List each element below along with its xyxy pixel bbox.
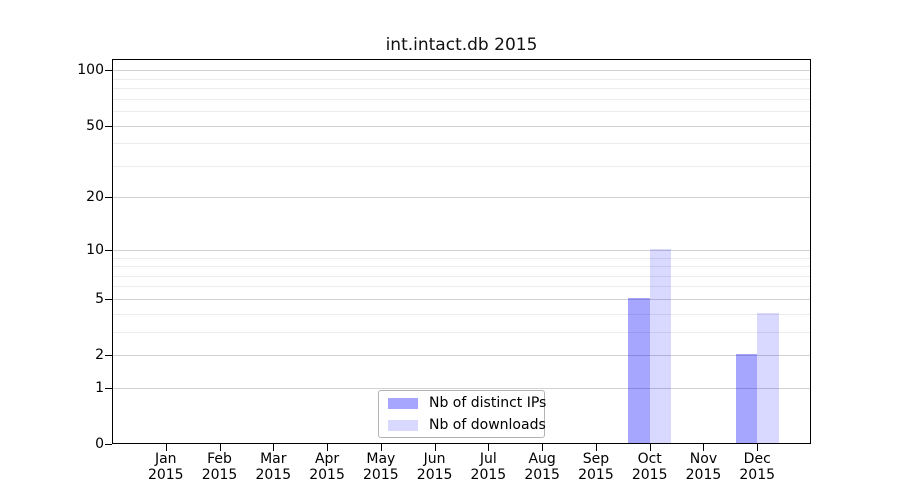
x-tick-mark <box>273 444 275 451</box>
y-tick-mark <box>105 197 112 199</box>
bar-nb-of-distinct-ips-dec <box>735 354 758 443</box>
x-tick-label: Sep 2015 <box>578 451 614 483</box>
minor-gridline <box>113 98 810 100</box>
y-tick-mark <box>105 444 112 445</box>
minor-gridline <box>113 165 810 167</box>
x-tick-label: Apr 2015 <box>309 451 345 483</box>
y-tick-mark <box>105 125 112 127</box>
x-tick-label: Oct 2015 <box>631 451 668 483</box>
x-tick-label: May 2015 <box>363 451 399 483</box>
legend-entry-downloads: Nb of downloads <box>388 417 546 433</box>
major-gridline <box>113 70 810 72</box>
minor-gridline <box>113 286 810 288</box>
major-gridline <box>113 249 810 251</box>
x-tick-label: Jan 2015 <box>147 451 184 483</box>
y-tick-label: 0 <box>95 436 104 452</box>
x-tick-mark <box>595 444 597 451</box>
minor-gridline <box>113 275 810 277</box>
minor-gridline <box>113 331 810 333</box>
legend: Nb of distinct IPs Nb of downloads <box>378 390 546 438</box>
minor-gridline <box>113 313 810 315</box>
x-tick-mark <box>380 444 382 451</box>
x-tick-mark <box>488 444 490 451</box>
x-tick-label: Jul 2015 <box>470 451 507 483</box>
y-tick-label: 100 <box>77 62 104 79</box>
y-tick-mark <box>105 249 112 251</box>
minor-gridline <box>113 266 810 268</box>
x-tick-label: Feb 2015 <box>201 451 238 483</box>
x-tick-mark <box>434 444 436 451</box>
chart-title: int.intact.db 2015 <box>385 35 538 55</box>
y-tick-mark <box>105 298 112 300</box>
y-tick-label: 5 <box>95 290 104 307</box>
x-tick-mark <box>165 444 167 451</box>
y-tick-mark <box>105 70 112 72</box>
major-gridline <box>113 125 810 127</box>
bar-nb-of-distinct-ips-oct <box>628 297 650 443</box>
x-tick-mark <box>649 444 651 451</box>
y-tick-label: 2 <box>95 347 104 364</box>
x-tick-label: Aug 2015 <box>524 451 560 483</box>
bar-nb-of-downloads-dec <box>757 312 779 443</box>
minor-gridline <box>113 88 810 90</box>
bar-nb-of-downloads-oct <box>649 248 672 443</box>
x-tick-label: Jun 2015 <box>416 451 453 483</box>
legend-swatch-downloads <box>388 419 418 431</box>
major-gridline <box>113 387 810 389</box>
minor-gridline <box>113 257 810 259</box>
minor-gridline <box>113 78 810 80</box>
x-tick-mark <box>757 444 759 451</box>
plot-area <box>112 59 811 444</box>
minor-gridline <box>113 111 810 113</box>
y-tick-mark <box>105 387 112 389</box>
legend-label-downloads: Nb of downloads <box>429 416 546 433</box>
x-tick-mark <box>219 444 221 451</box>
y-tick-label: 50 <box>86 117 104 134</box>
x-tick-mark <box>327 444 329 451</box>
x-tick-label: Nov 2015 <box>685 451 722 483</box>
legend-swatch-distinct-ips <box>388 397 418 409</box>
x-tick-mark <box>703 444 705 451</box>
y-tick-mark <box>105 355 112 357</box>
major-gridline <box>113 355 810 357</box>
legend-label-distinct-ips: Nb of distinct IPs <box>429 394 547 411</box>
x-tick-label: Mar 2015 <box>255 451 292 483</box>
minor-gridline <box>113 143 810 145</box>
major-gridline <box>113 298 810 300</box>
legend-entry-distinct-ips: Nb of distinct IPs <box>388 395 546 411</box>
y-tick-label: 10 <box>86 241 104 258</box>
x-tick-label: Dec 2015 <box>739 451 776 483</box>
y-tick-label: 20 <box>86 189 104 206</box>
y-tick-label: 1 <box>95 379 104 396</box>
major-gridline <box>113 197 810 199</box>
x-tick-mark <box>542 444 544 451</box>
